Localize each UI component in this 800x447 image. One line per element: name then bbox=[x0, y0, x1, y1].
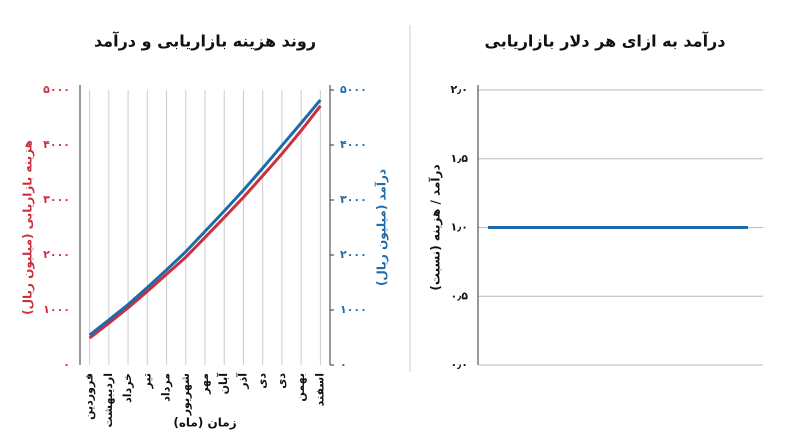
y-tick-label: ۴۰۰۰ bbox=[43, 138, 70, 151]
line-series bbox=[88, 98, 322, 337]
x-tick-label: دی bbox=[275, 373, 288, 389]
y-tick-label: ۳۰۰۰ bbox=[43, 193, 70, 206]
x-tick-label: شهریور bbox=[179, 373, 192, 416]
line-series bbox=[88, 105, 322, 340]
y2-tick-label: ۵۰۰۰ bbox=[340, 83, 367, 96]
y-tick-label: ۰ bbox=[63, 358, 70, 371]
chart-title: درآمد به ازای هر دلار بازاریابی bbox=[485, 31, 726, 51]
x-tick-label: آبان bbox=[216, 373, 230, 395]
y-tick-label: ۵۰۰۰ bbox=[43, 83, 70, 96]
x-tick-label: آذر bbox=[235, 373, 249, 390]
y2-axis-label: درآمد (میلیون ریال) bbox=[374, 169, 390, 286]
y2-tick-label: ۱۰۰۰ bbox=[340, 303, 367, 316]
y-tick-label: ۰٫۰ bbox=[450, 358, 468, 371]
x-tick-label: فروردین bbox=[83, 373, 96, 420]
x-tick-label: مهر bbox=[198, 373, 211, 395]
chart-title: روند هزینه بازاریابی و درآمد bbox=[94, 31, 316, 51]
y-tick-label: ۲٫۰ bbox=[450, 83, 468, 96]
y-tick-label: ۰٫۵ bbox=[450, 289, 468, 302]
y2-tick-label: ۰ bbox=[340, 358, 347, 371]
y-axis-label: هزینه بازاریابی (میلیون ریال) bbox=[21, 140, 36, 315]
x-tick-label: اردیبهشت bbox=[102, 373, 115, 427]
y-tick-label: ۲۰۰۰ bbox=[43, 248, 70, 261]
y-tick-label: ۱٫۵ bbox=[450, 152, 468, 165]
y-axis-label: درآمد / هزینه (نسبت) bbox=[428, 164, 443, 290]
x-tick-label: بهمن bbox=[294, 373, 307, 402]
x-tick-label: مرداد bbox=[160, 373, 173, 402]
y-tick-label: ۱۰۰۰ bbox=[43, 303, 70, 316]
x-tick-label: خرداد bbox=[121, 373, 134, 403]
x-tick-label: دی bbox=[256, 373, 269, 389]
x-axis-label: زمان (ماه) bbox=[173, 416, 236, 430]
x-tick-label: تیر bbox=[140, 373, 153, 389]
y2-tick-label: ۴۰۰۰ bbox=[340, 138, 367, 151]
y2-tick-label: ۲۰۰۰ bbox=[340, 248, 367, 261]
y-tick-label: ۱٫۰ bbox=[450, 221, 468, 234]
y2-tick-label: ۳۰۰۰ bbox=[340, 193, 367, 206]
x-tick-label: اسفند bbox=[313, 373, 326, 406]
